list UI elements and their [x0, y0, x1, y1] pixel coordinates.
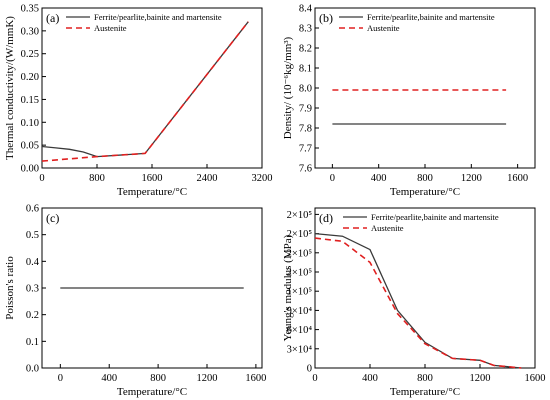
x-tick-label: 0	[312, 373, 317, 384]
y-tick-label: 8.1	[299, 64, 312, 75]
x-tick-label: 0	[58, 373, 63, 384]
x-tick-label: 3200	[252, 173, 273, 184]
y-tick-label: 0.6	[26, 204, 39, 215]
y-tick-label: 8.4	[299, 4, 313, 15]
chart-panel-1: 0 800 1600 2400 3200 0.00 0.05 0.10 0.15 0.20 0.25…	[4, 4, 273, 199]
x-tick-label: 400	[101, 373, 117, 384]
x-tick-label: 400	[362, 373, 378, 384]
y-tick-label: 0.3	[26, 284, 39, 295]
x-tick-label: 800	[417, 373, 433, 384]
x-tick-label: 1600	[142, 173, 163, 184]
x-axis-title: Temperature/°C	[390, 186, 460, 198]
y-tick-label: 7.6	[299, 164, 312, 175]
legend-label: Austenite	[94, 23, 127, 33]
y-tick-label: 0.00	[21, 164, 39, 175]
y-tick-label: 2×10⁵	[287, 248, 313, 259]
legend-label: Austenite	[367, 23, 400, 33]
legend-label: Ferrite/pearlite,bainite and martensite	[367, 12, 495, 22]
legend-label: Ferrite/pearlite,bainite and martensite	[94, 12, 222, 22]
chart-panel-3: 0 400 800 1200 1600 0.0 0.1 0.2 0.3 0.4 0.5 0.6 Temp…	[4, 204, 266, 399]
chart-panel-4: 0 400 800 1200 1600 0 3×10⁴ 6×10⁴ 9×10⁴ 1×10⁵ 2×10…	[282, 207, 546, 398]
y-tick-label: 2×10⁵	[287, 229, 313, 240]
y-axis-title: Poisson's ratio	[4, 256, 16, 320]
x-axis-title: Temperature/°C	[117, 186, 187, 198]
x-tick-label: 0	[39, 173, 44, 184]
series-line	[314, 237, 522, 369]
y-tick-label: 0.5	[26, 230, 39, 241]
y-tick-label: 7.9	[299, 104, 312, 115]
y-axis-title: Thermal conductivity/(W/mmK)	[4, 16, 16, 160]
y-tick-label: 7.8	[299, 124, 312, 135]
y-tick-label: 6×10⁴	[287, 325, 313, 336]
y-tick-label: 0.20	[21, 72, 39, 83]
y-tick-label: 0	[307, 364, 312, 375]
x-tick-label: 2400	[197, 173, 218, 184]
x-tick-label: 800	[150, 373, 166, 384]
x-tick-label: 0	[330, 173, 335, 184]
panel-label: (d)	[319, 211, 333, 225]
x-tick-label: 800	[417, 173, 433, 184]
series-line	[314, 232, 522, 369]
x-tick-label: 1200	[197, 373, 218, 384]
y-tick-label: 0.30	[21, 26, 39, 37]
x-axis-title: Temperature/°C	[390, 386, 460, 398]
y-tick-label: 1×10⁵	[287, 287, 313, 298]
x-tick-label: 800	[89, 173, 105, 184]
panel-label: (b)	[319, 11, 333, 25]
y-tick-label: 0.05	[21, 141, 39, 152]
y-tick-label: 8.3	[299, 24, 312, 35]
y-tick-label: 0.2	[26, 310, 39, 321]
x-tick-label: 1200	[470, 373, 491, 384]
y-axis-title: Young's modulus (MPa)	[282, 234, 294, 341]
x-tick-label: 1600	[245, 373, 266, 384]
series-line	[41, 21, 249, 162]
y-tick-label: 0.10	[21, 118, 39, 129]
y-axis-title: Density/ (10⁻⁶kg/mm³)	[282, 36, 294, 139]
y-tick-label: 0.0	[26, 364, 39, 375]
y-tick-label: 7.7	[299, 144, 312, 155]
legend-label: Ferrite/pearlite,bainite and martensite	[371, 212, 499, 222]
x-tick-label: 400	[371, 173, 387, 184]
y-tick-label: 0.25	[21, 49, 39, 60]
y-tick-label: 0.4	[26, 257, 40, 268]
legend-label: Austenite	[371, 223, 404, 233]
y-tick-label: 0.35	[21, 4, 39, 15]
chart-panel-2: 0 400 800 1200 1600 7.6 7.7 7.8 7.9 8.0 8.1 8.2 8.3 8…	[282, 4, 536, 198]
series-line	[41, 21, 249, 158]
y-tick-label: 8.0	[299, 84, 312, 95]
y-tick-label: 9×10⁴	[287, 306, 313, 317]
x-tick-label: 1600	[507, 173, 528, 184]
y-tick-label: 3×10⁴	[287, 344, 313, 355]
y-tick-label: 8.2	[299, 44, 312, 55]
x-tick-label: 1200	[461, 173, 482, 184]
x-tick-label: 1600	[525, 373, 546, 384]
plot-frame	[314, 7, 536, 169]
x-axis-title: Temperature/°C	[117, 386, 187, 398]
y-tick-label: 2×10⁵	[287, 268, 313, 279]
y-tick-label: 0.15	[21, 95, 39, 106]
panel-label: (c)	[46, 211, 59, 225]
panel-label: (a)	[46, 11, 59, 25]
y-tick-label: 0.1	[26, 337, 39, 348]
y-tick-label: 2×10⁵	[287, 210, 313, 221]
